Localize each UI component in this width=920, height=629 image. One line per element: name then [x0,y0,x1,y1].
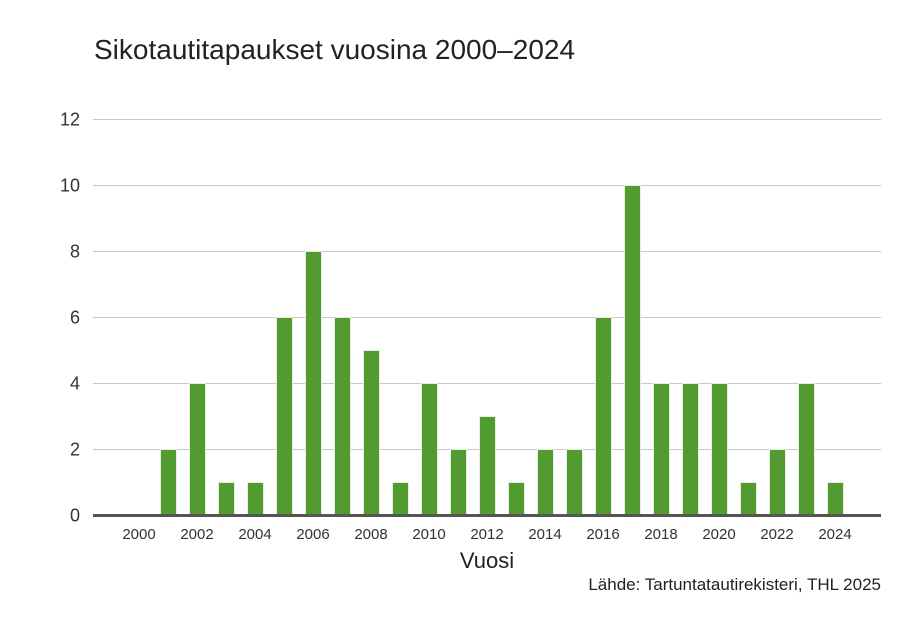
x-tick-label: 2024 [818,526,852,543]
bar-2006 [305,251,322,515]
y-tick-label: 2 [69,439,80,460]
x-axis-label: Vuosi [459,548,515,573]
x-tick-label: 2010 [412,526,446,543]
x-tick-label: 2022 [760,526,794,543]
y-tick-label: 6 [69,307,80,328]
bar-2019 [682,383,699,515]
bar-2003 [218,482,235,515]
y-tick-label: 8 [69,241,80,262]
y-tick-label: 0 [69,505,80,526]
gridline [93,383,881,384]
x-tick-label: 2016 [586,526,620,543]
bar-2009 [392,482,409,515]
bar-2013 [508,482,525,515]
bar-2020 [711,383,728,515]
x-tick-label: 2008 [354,526,388,543]
chart-title: Sikotautitapaukset vuosina 2000–2024 [94,34,576,65]
x-tick-label: 2006 [296,526,330,543]
bar-2001 [160,449,177,515]
bar-2007 [334,317,351,515]
bar-2011 [450,449,467,515]
bar-2023 [798,383,815,515]
y-tick-label: 4 [69,373,80,394]
gridline [93,185,881,186]
x-axis-line [93,514,881,517]
x-tick-label: 2012 [470,526,504,543]
x-tick-label: 2004 [238,526,272,543]
x-tick-label: 2002 [180,526,214,543]
gridline [93,251,881,252]
bar-2008 [363,350,380,515]
x-tick-label: 2018 [644,526,678,543]
bar-2018 [653,383,670,515]
bar-2016 [595,317,612,515]
x-tick-label: 2014 [528,526,562,543]
gridline [93,317,881,318]
source-note: Lähde: Tartuntatautirekisteri, THL 2025 [588,575,881,594]
gridline [93,119,881,120]
bar-2017 [624,185,641,515]
y-tick-label: 12 [59,109,80,130]
bar-2022 [769,449,786,515]
y-tick-label: 10 [59,175,80,196]
bar-2015 [566,449,583,515]
bar-2024 [827,482,844,515]
x-tick-label: 2020 [702,526,736,543]
bar-2012 [479,416,496,515]
x-tick-label: 2000 [122,526,156,543]
bar-2021 [740,482,757,515]
bar-2004 [247,482,264,515]
bar-2010 [421,383,438,515]
bar-2014 [537,449,554,515]
bar-2005 [276,317,293,515]
bar-2002 [189,383,206,515]
